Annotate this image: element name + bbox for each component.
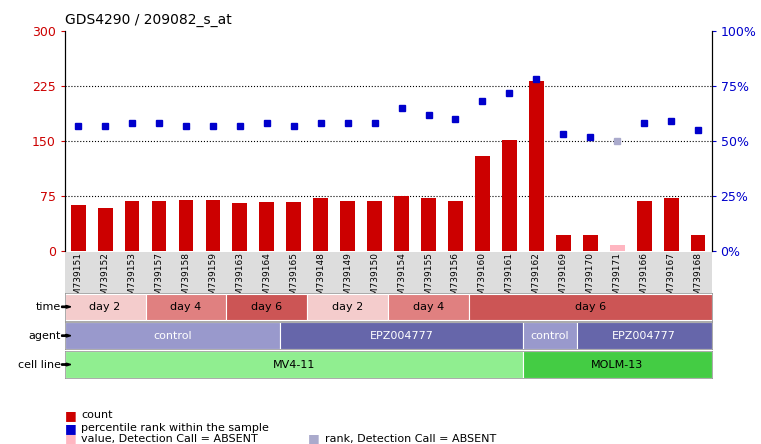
Bar	[368, 201, 382, 251]
Bar	[610, 245, 625, 251]
Bar	[637, 201, 651, 251]
Text: MV4-11: MV4-11	[272, 360, 315, 369]
Bar	[475, 156, 490, 251]
Text: GSM739152: GSM739152	[100, 252, 110, 307]
Text: value, Detection Call = ABSENT: value, Detection Call = ABSENT	[81, 434, 258, 444]
Text: day 4: day 4	[170, 302, 202, 312]
Text: GSM739161: GSM739161	[505, 252, 514, 307]
Text: GSM739163: GSM739163	[235, 252, 244, 307]
Bar	[340, 201, 355, 251]
Text: day 2: day 2	[90, 302, 121, 312]
Text: ■: ■	[308, 432, 320, 444]
Bar	[314, 198, 328, 251]
Text: day 6: day 6	[251, 302, 282, 312]
Text: ■: ■	[65, 432, 76, 444]
Text: GSM739158: GSM739158	[181, 252, 190, 307]
Bar	[97, 208, 113, 251]
Bar	[205, 200, 221, 251]
Bar	[523, 351, 712, 378]
Text: agent: agent	[28, 331, 61, 341]
Bar	[71, 206, 85, 251]
Bar	[421, 198, 436, 251]
Bar	[125, 201, 139, 251]
Bar	[260, 202, 274, 251]
Bar	[664, 198, 679, 251]
Bar	[448, 201, 463, 251]
Text: GSM739167: GSM739167	[667, 252, 676, 307]
Bar	[65, 351, 523, 378]
Text: EPZ004777: EPZ004777	[370, 331, 434, 341]
Text: day 4: day 4	[413, 302, 444, 312]
Bar	[556, 235, 571, 251]
Text: day 6: day 6	[575, 302, 606, 312]
Bar	[286, 202, 301, 251]
Bar	[394, 196, 409, 251]
Bar	[307, 293, 388, 320]
Text: time: time	[36, 302, 61, 312]
Text: GSM739162: GSM739162	[532, 252, 541, 307]
Text: percentile rank within the sample: percentile rank within the sample	[81, 424, 269, 433]
Text: GSM739153: GSM739153	[128, 252, 136, 307]
Text: GSM739165: GSM739165	[289, 252, 298, 307]
Text: GDS4290 / 209082_s_at: GDS4290 / 209082_s_at	[65, 13, 231, 27]
Text: rank, Detection Call = ABSENT: rank, Detection Call = ABSENT	[325, 434, 496, 444]
Text: GSM739148: GSM739148	[317, 252, 325, 307]
Text: control: control	[530, 331, 569, 341]
Text: GSM739154: GSM739154	[397, 252, 406, 307]
Text: GSM739168: GSM739168	[693, 252, 702, 307]
Bar	[151, 201, 167, 251]
Bar	[179, 200, 193, 251]
Text: GSM739164: GSM739164	[263, 252, 272, 307]
Bar	[577, 322, 712, 349]
Text: EPZ004777: EPZ004777	[612, 331, 676, 341]
Bar	[388, 293, 469, 320]
Text: GSM739151: GSM739151	[74, 252, 83, 307]
Text: GSM739149: GSM739149	[343, 252, 352, 307]
Bar	[65, 322, 280, 349]
Text: GSM739150: GSM739150	[370, 252, 379, 307]
Bar	[529, 81, 544, 251]
Bar	[227, 293, 307, 320]
Text: day 2: day 2	[332, 302, 363, 312]
Bar	[469, 293, 712, 320]
Text: cell line: cell line	[18, 360, 61, 369]
Bar	[691, 235, 705, 251]
Text: count: count	[81, 410, 113, 420]
Text: GSM739156: GSM739156	[451, 252, 460, 307]
Text: GSM739159: GSM739159	[209, 252, 218, 307]
Bar	[232, 202, 247, 251]
Text: GSM739171: GSM739171	[613, 252, 622, 307]
Text: ■: ■	[65, 408, 76, 422]
Text: MOLM-13: MOLM-13	[591, 360, 643, 369]
Text: control: control	[153, 331, 192, 341]
Text: GSM739170: GSM739170	[586, 252, 595, 307]
Bar	[65, 293, 145, 320]
Bar	[502, 139, 517, 251]
Text: GSM739157: GSM739157	[154, 252, 164, 307]
Text: GSM739166: GSM739166	[640, 252, 648, 307]
Text: ■: ■	[65, 422, 76, 435]
Text: GSM739160: GSM739160	[478, 252, 487, 307]
Text: GSM739169: GSM739169	[559, 252, 568, 307]
Bar	[523, 322, 577, 349]
Bar	[145, 293, 227, 320]
Bar	[280, 322, 523, 349]
Text: GSM739155: GSM739155	[424, 252, 433, 307]
Bar	[583, 235, 597, 251]
